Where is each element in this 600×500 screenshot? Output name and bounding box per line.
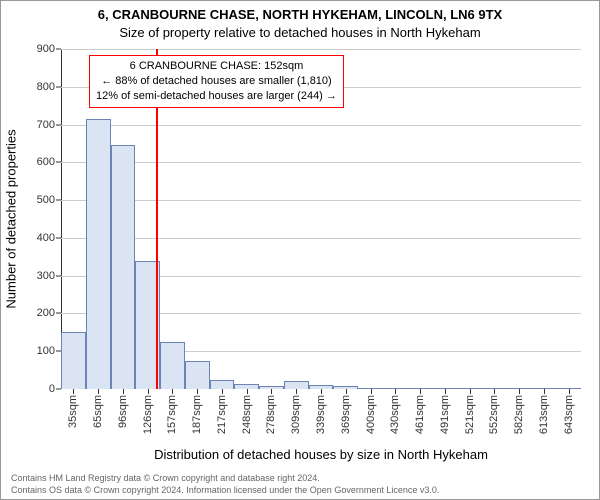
x-tick-label: 65sqm — [92, 395, 104, 428]
y-tick-mark — [56, 200, 61, 201]
histogram-bar — [210, 380, 235, 389]
grid-line — [61, 238, 581, 239]
x-tick-label: 278sqm — [265, 395, 277, 434]
x-tick-mark — [98, 389, 99, 394]
x-tick-mark — [470, 389, 471, 394]
footer-line-1: Contains HM Land Registry data © Crown c… — [11, 473, 589, 483]
x-tick-mark — [123, 389, 124, 394]
grid-line — [61, 125, 581, 126]
x-tick-mark — [271, 389, 272, 394]
x-tick-mark — [222, 389, 223, 394]
x-tick-label: 582sqm — [513, 395, 525, 434]
callout-line-2: ← 88% of detached houses are smaller (1,… — [96, 74, 337, 89]
x-tick-mark — [420, 389, 421, 394]
histogram-bar — [111, 145, 136, 389]
x-tick-label: 248sqm — [241, 395, 253, 434]
x-tick-mark — [148, 389, 149, 394]
x-tick-label: 400sqm — [365, 395, 377, 434]
y-tick-mark — [56, 86, 61, 87]
histogram-bar — [160, 342, 185, 389]
x-tick-label: 461sqm — [414, 395, 426, 434]
grid-line — [61, 162, 581, 163]
x-tick-label: 217sqm — [216, 395, 228, 434]
x-tick-mark — [197, 389, 198, 394]
x-tick-label: 430sqm — [389, 395, 401, 434]
x-tick-mark — [371, 389, 372, 394]
x-tick-mark — [296, 389, 297, 394]
x-tick-mark — [346, 389, 347, 394]
x-tick-mark — [519, 389, 520, 394]
x-tick-label: 339sqm — [315, 395, 327, 434]
y-tick-mark — [56, 313, 61, 314]
x-tick-label: 96sqm — [117, 395, 129, 428]
chart-container: 6, CRANBOURNE CHASE, NORTH HYKEHAM, LINC… — [0, 0, 600, 500]
grid-line — [61, 49, 581, 50]
chart-title-line1: 6, CRANBOURNE CHASE, NORTH HYKEHAM, LINC… — [1, 7, 599, 22]
x-tick-mark — [445, 389, 446, 394]
x-tick-mark — [494, 389, 495, 394]
histogram-bar — [61, 332, 86, 389]
histogram-bar — [284, 381, 309, 389]
callout-line-1: 6 CRANBOURNE CHASE: 152sqm — [96, 59, 337, 74]
x-tick-mark — [172, 389, 173, 394]
x-tick-label: 126sqm — [142, 395, 154, 434]
x-tick-mark — [544, 389, 545, 394]
x-tick-label: 613sqm — [538, 395, 550, 434]
y-tick-mark — [56, 237, 61, 238]
histogram-bar — [185, 361, 210, 389]
y-tick-mark — [56, 162, 61, 163]
y-tick-mark — [56, 124, 61, 125]
x-tick-mark — [395, 389, 396, 394]
x-tick-mark — [569, 389, 570, 394]
x-tick-mark — [247, 389, 248, 394]
x-axis-label: Distribution of detached houses by size … — [61, 447, 581, 462]
x-tick-mark — [73, 389, 74, 394]
footer-line-2: Contains OS data © Crown copyright 2024.… — [11, 485, 589, 495]
x-tick-label: 491sqm — [439, 395, 451, 434]
y-axis-label: Number of detached properties — [4, 49, 19, 389]
grid-line — [61, 200, 581, 201]
x-tick-label: 35sqm — [67, 395, 79, 428]
x-tick-label: 552sqm — [488, 395, 500, 434]
x-tick-label: 369sqm — [340, 395, 352, 434]
x-tick-label: 157sqm — [166, 395, 178, 434]
callout-line-3: 12% of semi-detached houses are larger (… — [96, 89, 337, 104]
x-tick-mark — [321, 389, 322, 394]
histogram-bar — [86, 119, 111, 389]
x-tick-label: 309sqm — [290, 395, 302, 434]
callout-box: 6 CRANBOURNE CHASE: 152sqm ← 88% of deta… — [89, 55, 344, 108]
y-tick-mark — [56, 275, 61, 276]
x-tick-label: 521sqm — [464, 395, 476, 434]
chart-title-line2: Size of property relative to detached ho… — [1, 25, 599, 40]
x-tick-label: 643sqm — [563, 395, 575, 434]
y-tick-mark — [56, 49, 61, 50]
x-tick-label: 187sqm — [191, 395, 203, 434]
